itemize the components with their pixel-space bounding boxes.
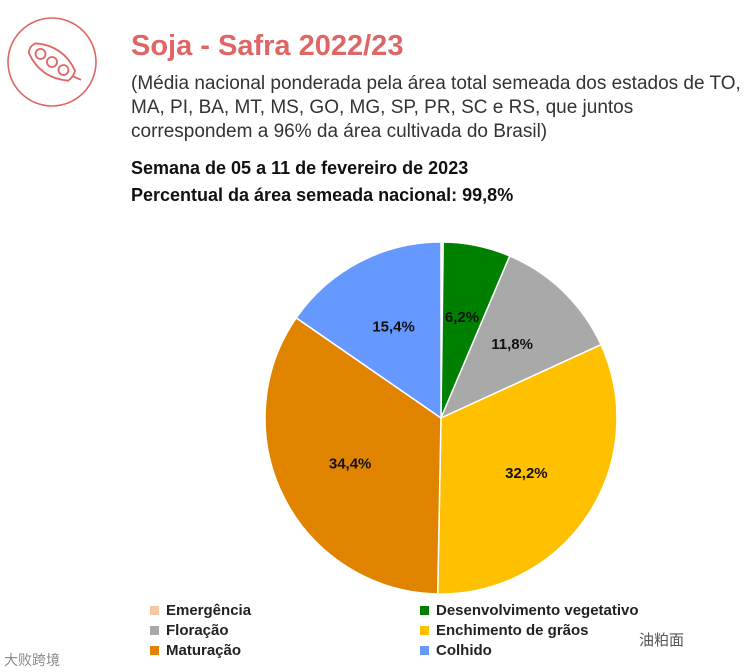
pie-slice-4 [436,343,618,595]
watermark-left: 大败跨境 [4,652,60,668]
pie-slice-5 [264,316,442,595]
legend-swatch [420,646,429,655]
legend-item-2: Desenvolvimento vegetativo [420,601,690,620]
legend-swatch [150,626,159,635]
slice-data-label-4: 32,2% [505,465,548,482]
legend-item-5: Maturação [150,641,420,660]
legend: Emergência Desenvolvimento vegetativo Flor… [150,601,690,660]
legend-item-3: Floração [150,621,420,640]
pie-slice-3 [439,255,603,420]
watermark-right: 油粕面 [639,632,685,649]
pie-slice-6 [295,241,442,420]
legend-swatch [420,626,429,635]
legend-item-4: Enchimento de grãos [420,621,690,640]
legend-swatch [150,606,159,615]
soybean-pod-icon [7,17,97,107]
chart-subtitle: (Média nacional ponderada pela área tota… [131,73,741,142]
legend-label: Emergência [166,602,252,619]
chart-title: Soja - Safra 2022/23 [131,30,404,62]
legend-item-1: Emergência [150,601,420,620]
legend-swatch [420,606,429,615]
slice-data-label-2: 6,2% [445,309,479,326]
legend-label: Maturação [166,642,242,659]
legend-swatch [150,646,159,655]
slice-data-label-5: 34,4% [329,456,372,473]
legend-label: Desenvolvimento vegetativo [436,602,639,619]
legend-label: Enchimento de grãos [436,622,589,639]
slice-data-label-6: 15,4% [372,319,415,336]
legend-label: Floração [166,622,229,639]
sown-area-percent: Percentual da área semeada nacional: 99,… [131,185,514,205]
legend-label: Colhido [436,642,492,659]
legend-item-6: Colhido [420,641,690,660]
slice-data-label-3: 11,8% [491,336,533,353]
week-range: Semana de 05 a 11 de fevereiro de 2023 [131,158,469,178]
